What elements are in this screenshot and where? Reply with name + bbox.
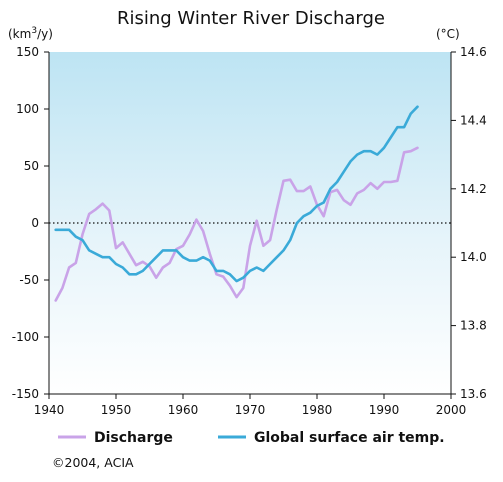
left-tick-label: -50 xyxy=(19,273,39,287)
x-tick-label: 1950 xyxy=(101,403,132,417)
left-tick-label: 50 xyxy=(24,159,39,173)
right-tick-label: 14.0 xyxy=(460,250,487,264)
right-tick-label: 13.6 xyxy=(460,387,487,401)
left-tick-label: -150 xyxy=(12,387,39,401)
right-tick-label: 13.8 xyxy=(460,319,487,333)
legend-label-air-temp: Global surface air temp. xyxy=(254,430,445,446)
x-tick-label: 1980 xyxy=(302,403,333,417)
chart-title: Rising Winter River Discharge xyxy=(117,8,385,29)
right-tick-label: 14.2 xyxy=(460,182,487,196)
x-tick-label: 1990 xyxy=(369,403,400,417)
credit-text: ©2004, ACIA xyxy=(52,455,134,470)
right-tick-label: 14.4 xyxy=(460,113,487,127)
x-tick-label: 2000 xyxy=(436,403,467,417)
discharge-line xyxy=(54,146,419,302)
left-tick-label: -100 xyxy=(12,330,39,344)
air-temp-line xyxy=(54,105,419,283)
left-tick-label: 150 xyxy=(16,45,39,59)
left-tick-label: 0 xyxy=(31,216,39,230)
right-axis-unit: (°C) xyxy=(436,27,460,41)
right-tick-label: 14.6 xyxy=(460,45,487,59)
x-tick-label: 1960 xyxy=(168,403,199,417)
x-tick-label: 1940 xyxy=(34,403,65,417)
left-axis-unit: (km3/y) xyxy=(8,26,53,41)
left-tick-label: 100 xyxy=(16,102,39,116)
legend-label-discharge: Discharge xyxy=(94,430,173,446)
x-tick-label: 1970 xyxy=(235,403,266,417)
